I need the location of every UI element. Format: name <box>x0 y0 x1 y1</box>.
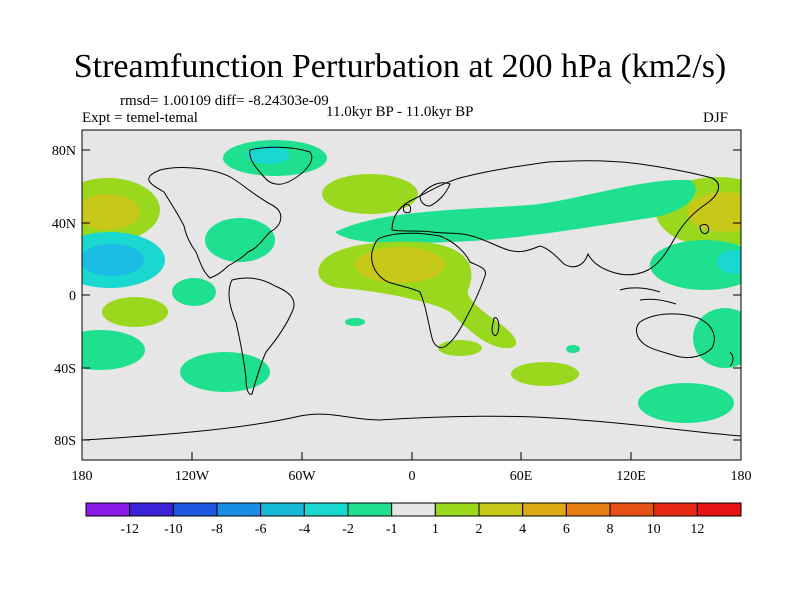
colorbar-swatch <box>85 502 131 517</box>
colorbar-swatch <box>216 502 262 517</box>
colorbar-swatch <box>565 502 611 517</box>
coastlines <box>82 146 741 441</box>
y-tick-label: 80N <box>52 144 76 159</box>
madagascar-coast <box>491 317 500 336</box>
colorbar-label: 4 <box>519 522 526 537</box>
anomaly-neg-wpacific <box>650 240 741 290</box>
anomaly-neg-small <box>566 345 580 353</box>
colorbar-swatch <box>434 502 480 517</box>
x-tick-label: 60W <box>288 469 316 484</box>
anomaly-neg-southern-ocean <box>638 383 734 423</box>
colorbar-label: 6 <box>563 522 570 537</box>
stats-text: rmsd= 1.00109 diff= -8.24303e-09 <box>120 93 329 109</box>
colorbar-swatch <box>347 502 393 517</box>
experiment-label: Expt = temel-temal <box>82 110 198 126</box>
antarctica-coast <box>82 413 741 441</box>
colorbar-swatch <box>653 502 698 517</box>
anomaly-neg-eurasia <box>335 179 696 244</box>
x-tick-label: 60E <box>510 469 533 484</box>
x-tick-label: 180 <box>731 469 752 484</box>
colorbar-swatch <box>522 502 567 517</box>
colorbar-label: -6 <box>255 522 267 537</box>
anomaly-pos-africa-core <box>355 247 445 283</box>
colorbar-labels: -12 -10 -8 -6 -4 -2 -1 1 2 4 6 8 10 12 <box>120 522 704 537</box>
x-tick-label: 0 <box>409 469 416 484</box>
colorbar <box>85 502 742 517</box>
uk-coast <box>403 203 411 214</box>
colorbar-label: -8 <box>211 522 223 537</box>
colorbar-swatch <box>609 502 655 517</box>
anomaly-pos-satlantic <box>438 340 482 356</box>
chart-title: Streamfunction Perturbation at 200 hPa (… <box>73 48 727 85</box>
south-america-coast <box>228 277 295 395</box>
colorbar-label: -12 <box>120 522 139 537</box>
anomaly-neg-greenland-core <box>246 146 290 164</box>
australia-coast <box>636 313 715 359</box>
y-tick-label: 0 <box>69 289 76 304</box>
colorbar-label: 12 <box>690 522 704 537</box>
anomaly-pos-npacific-west-core <box>82 194 140 230</box>
colorbar-swatch <box>696 502 742 517</box>
colorbar-label: -10 <box>164 522 183 537</box>
y-tick-label: 40N <box>52 217 76 232</box>
colorbar-label: 2 <box>476 522 483 537</box>
anomaly-pos-npacific-east-core <box>687 192 741 232</box>
new-zealand-coast <box>729 351 734 367</box>
colorbar-label: 10 <box>647 522 661 537</box>
anomaly-neg-us <box>205 218 275 262</box>
y-tick-marks <box>82 149 741 441</box>
anomaly-neg-wpacific-core <box>717 250 741 274</box>
period-label: 11.0kyr BP - 11.0kyr BP <box>326 104 474 120</box>
anomaly-neg-spacific <box>180 352 270 392</box>
y-tick-label: 40S <box>54 362 76 377</box>
colorbar-swatch <box>303 502 349 517</box>
colorbar-swatch <box>172 502 218 517</box>
japan-coast <box>699 223 709 235</box>
greenland-coast <box>249 146 313 185</box>
colorbar-label: -2 <box>342 522 354 537</box>
colorbar-label: -1 <box>386 522 398 537</box>
anomaly-pos-natlantic <box>322 174 418 214</box>
colorbar-label: 1 <box>432 522 439 537</box>
x-tick-label: 120W <box>175 469 210 484</box>
contour-fills <box>82 140 741 423</box>
x-tick-label: 120E <box>616 469 646 484</box>
x-tick-marks <box>81 452 742 460</box>
anomaly-neg-sw-pacific <box>693 308 741 368</box>
colorbar-swatch <box>478 502 524 517</box>
colorbar-label: -4 <box>298 522 310 537</box>
colorbar-swatch <box>129 502 174 517</box>
eurasia-coast <box>391 160 720 276</box>
season-label: DJF <box>703 110 729 126</box>
anomaly-neg-small-atlantic <box>345 318 365 326</box>
anomaly-neg-cpacific <box>172 278 216 306</box>
africa-coast <box>371 232 487 349</box>
anomaly-pos-sindian <box>511 362 579 386</box>
y-tick-label: 80S <box>54 434 76 449</box>
indonesia-coast <box>619 287 677 305</box>
colorbar-swatch <box>260 502 305 517</box>
scandinavia-coast <box>419 182 451 207</box>
colorbar-label: 8 <box>607 522 614 537</box>
anomaly-neg-spacific-west <box>82 330 145 370</box>
anomaly-neg-epacific-core <box>82 244 144 276</box>
x-tick-label: 180 <box>72 469 93 484</box>
anomaly-pos-tpacific <box>102 297 168 327</box>
colorbar-swatch <box>391 502 436 517</box>
north-america-coast <box>148 167 282 279</box>
